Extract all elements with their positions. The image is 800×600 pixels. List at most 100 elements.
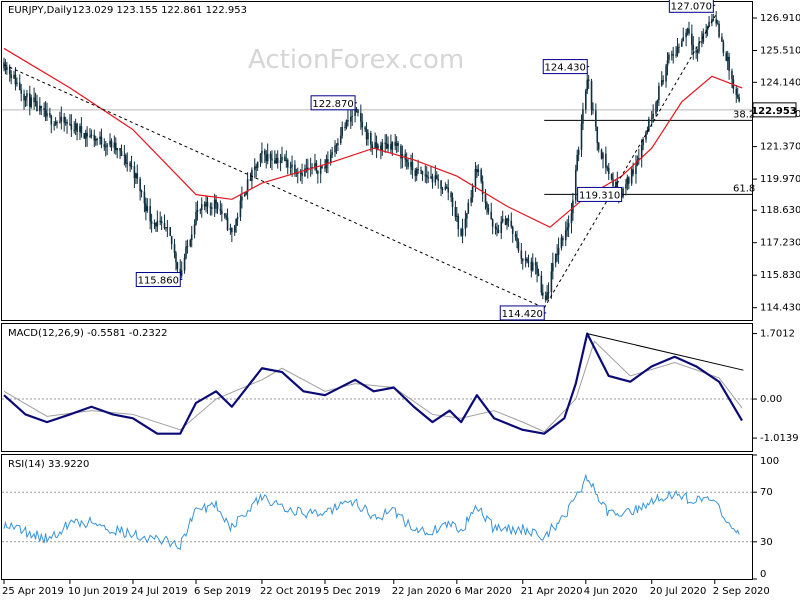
candle-body [344,126,346,128]
candle-body [511,226,514,234]
candle-body [314,163,316,168]
candle-body [650,117,653,119]
candle-body [241,196,243,201]
price-axis-label: 115.830 [760,270,800,281]
candle-body [708,21,710,27]
candle-body [334,145,336,153]
candle-body [56,122,58,124]
candle-body [269,153,272,159]
candle-body [390,144,392,150]
rsi-panel-frame [1,454,753,580]
candle-body [490,211,493,220]
candle-body [321,166,323,168]
candle-body [434,175,437,183]
candle-body [566,227,568,231]
candle-body [83,133,86,139]
candle-body [531,262,534,271]
price-axis-label: 118.630 [760,205,800,216]
annotation-label: 115.860 [138,276,179,287]
candle-body [335,145,338,147]
candle-body [261,150,263,154]
candle-body [550,271,553,292]
candle-body [205,201,207,207]
candle-body [534,262,537,266]
candle-body [425,175,428,177]
candle-body [200,204,203,210]
candle-body [521,258,524,261]
candle-body [612,179,614,187]
candle-body [665,66,667,82]
fib-level-label: 38.2 [733,109,755,120]
candle-body [371,144,374,148]
candle-body [597,143,600,150]
candle-body [716,23,719,25]
candle-body [103,144,106,147]
price-header-symbol: EURJPY,Daily [8,5,72,16]
candle-body [420,170,422,172]
candle-body [233,225,236,233]
candle-body [26,93,28,97]
candle-body [706,26,709,30]
candle-body [271,158,273,161]
candle-body [728,56,730,71]
candle-body [587,79,590,81]
candle-body [554,254,557,263]
candle-body [357,109,359,113]
candle-body [284,156,286,161]
candle-body [672,54,675,56]
candle-body [235,218,237,226]
candle-body [542,292,544,296]
candle-body [486,202,488,208]
candle-body [377,145,379,149]
candle-body [481,181,484,195]
annotation-label: 124.430 [545,63,586,74]
candle-body [119,148,121,151]
candle-body [712,19,715,21]
candle-body [109,140,111,145]
candle-body [431,176,434,183]
candle-body [494,226,497,229]
candle-body [576,154,579,170]
candle-body [129,162,131,167]
candle-body [341,126,343,136]
candle-body [304,168,306,177]
macd-title: MACD(12,26,9) -0.5581 -0.2322 [8,328,168,339]
candle-body [84,132,87,139]
candle-body [387,144,389,149]
candle-body [560,237,563,248]
candle-body [114,142,117,151]
moving-average-line [3,47,743,228]
candle-body [104,146,107,148]
candle-body [50,115,53,125]
candle-body [582,109,584,124]
candle-body [725,52,728,61]
candle-body [590,80,593,109]
candle-body [156,220,159,227]
candle-body [337,143,339,146]
candle-body [447,187,450,193]
candle-body [3,62,5,69]
candle-body [516,237,518,242]
candle-body [351,115,354,117]
candle-body [183,258,186,271]
candle-body [477,169,480,173]
candle-body [691,33,693,46]
x-axis-label: 10 Jun 2019 [68,586,128,597]
candle-body [407,162,409,167]
annotation-box [577,186,623,202]
candle-body [675,54,677,56]
candle-body [552,262,554,272]
candle-body [586,79,589,91]
candle-body [476,169,478,173]
candle-body [39,105,41,112]
candle-body [169,227,172,236]
candle-body [291,164,293,167]
price-axis-label: 124.140 [760,77,800,88]
candle-body [331,152,333,155]
x-axis-label: 22 Jan 2020 [392,586,452,597]
candle-body [219,208,222,211]
candle-body [380,145,382,151]
candle-body [514,233,517,238]
candle-body [557,247,560,255]
